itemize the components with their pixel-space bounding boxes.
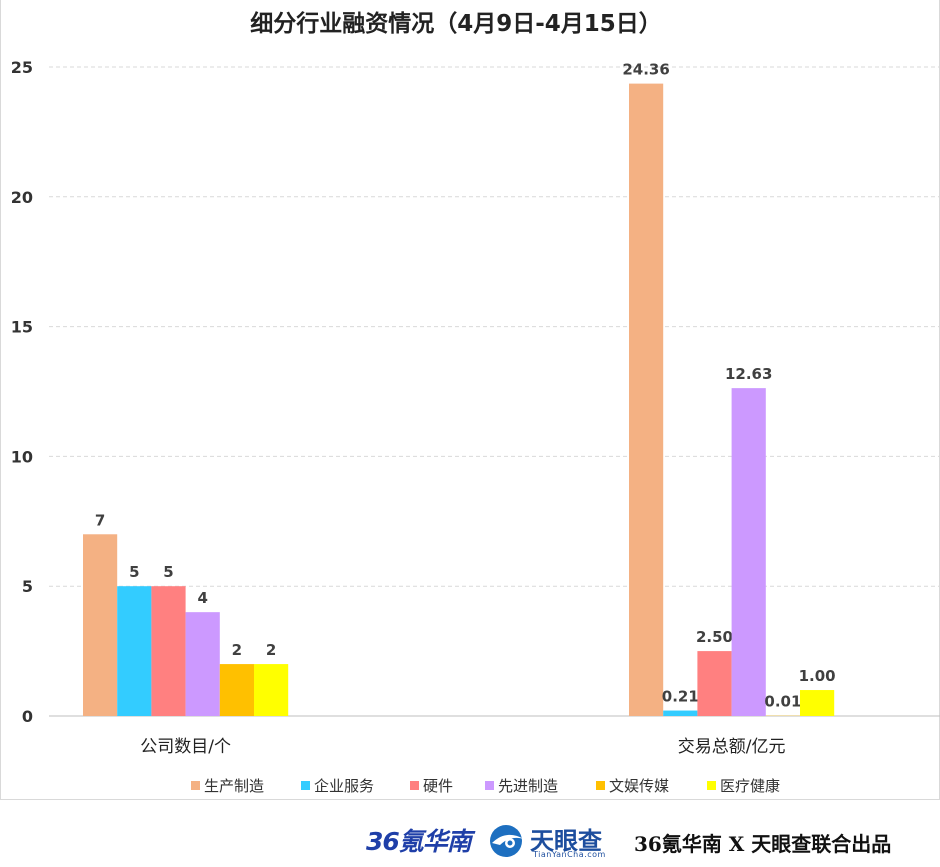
data-label: 0.01	[764, 693, 801, 711]
legend-swatch	[301, 781, 310, 790]
y-tick-label: 0	[22, 707, 33, 726]
tianyancha-eye-icon	[490, 825, 524, 857]
legend-label: 企业服务	[314, 777, 374, 795]
data-label: 2	[232, 641, 242, 659]
legend-swatch	[596, 781, 605, 790]
bar	[219, 664, 254, 716]
legend-label: 医疗健康	[720, 777, 780, 795]
bar	[697, 651, 732, 716]
legend-swatch	[410, 781, 419, 790]
data-label: 2	[266, 641, 276, 659]
tianyancha-logo-text: 天眼查	[530, 827, 602, 855]
logo-36kr-huanan: 36氪华南	[366, 827, 472, 856]
legend-swatch	[191, 781, 200, 790]
x-category-label: 交易总额/亿元	[678, 737, 786, 757]
legend-label: 文娱传媒	[609, 777, 669, 795]
bar	[254, 664, 289, 716]
bar	[663, 710, 698, 716]
data-label: 4	[197, 589, 207, 607]
chart-title: 细分行业融资情况（4月9日-4月15日）	[250, 10, 662, 37]
chart-area: 细分行业融资情况（4月9日-4月15日） 0 5 10 15 20 25 7 5 5 4 2 2 24.3…	[0, 0, 940, 800]
data-label: 24.36	[622, 61, 669, 79]
data-label: 2.50	[696, 628, 733, 646]
data-label: 5	[129, 563, 139, 581]
bar	[800, 690, 835, 716]
data-label: 0.21	[662, 688, 699, 706]
y-tick-label: 10	[11, 447, 33, 466]
bar	[629, 83, 664, 717]
data-label: 1.00	[799, 667, 836, 685]
data-label: 5	[163, 563, 173, 581]
y-tick-label: 25	[11, 58, 33, 77]
data-label: 7	[95, 511, 105, 529]
legend-label: 生产制造	[204, 777, 264, 795]
legend-label: 先进制造	[498, 777, 558, 795]
credit-line: 36氪华南 X 天眼查联合出品	[634, 832, 892, 856]
x-category-label: 公司数目/个	[140, 737, 231, 757]
bar-chart: 细分行业融资情况（4月9日-4月15日） 0 5 10 15 20 25 7 5 5 4 2 2 24.3…	[11, 10, 940, 795]
tianyancha-domain: TianYanCha.com	[533, 850, 606, 859]
y-tick-label: 20	[11, 188, 33, 207]
bar	[117, 586, 152, 716]
legend-swatch	[707, 781, 716, 790]
data-label: 12.63	[725, 365, 772, 383]
y-tick-label: 15	[11, 318, 33, 337]
bar	[83, 534, 118, 716]
legend-swatch	[485, 781, 494, 790]
y-tick-label: 5	[22, 577, 33, 596]
bar	[731, 388, 766, 716]
bar	[185, 612, 220, 716]
legend-label: 硬件	[423, 777, 453, 795]
bar	[151, 586, 186, 716]
